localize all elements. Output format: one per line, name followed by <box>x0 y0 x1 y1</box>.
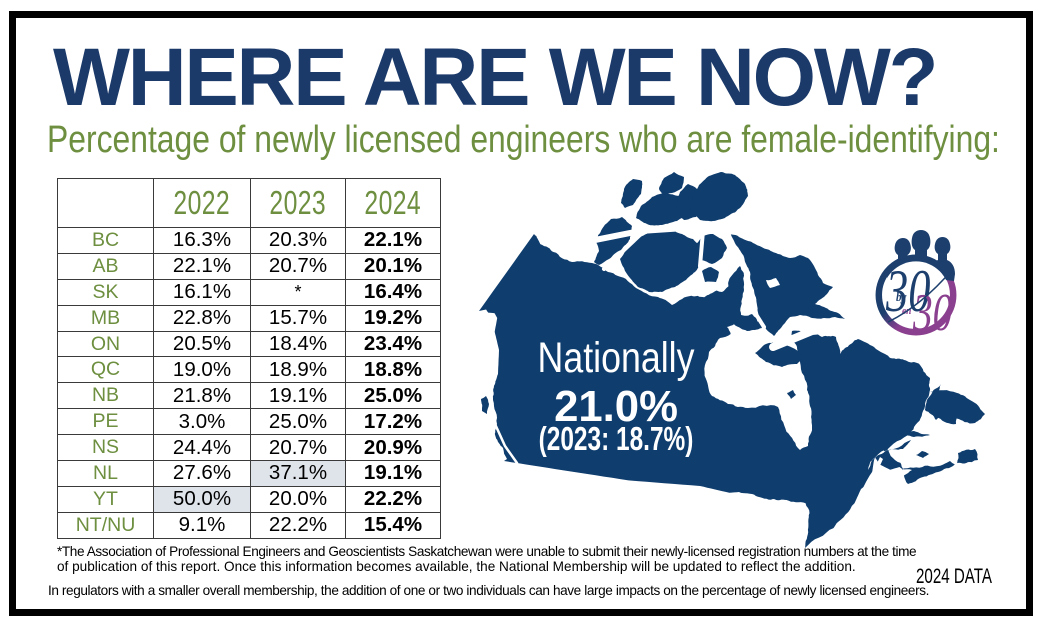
svg-text:by: by <box>896 289 907 304</box>
svg-text:30: 30 <box>885 259 930 325</box>
svg-text:30: 30 <box>912 283 952 342</box>
